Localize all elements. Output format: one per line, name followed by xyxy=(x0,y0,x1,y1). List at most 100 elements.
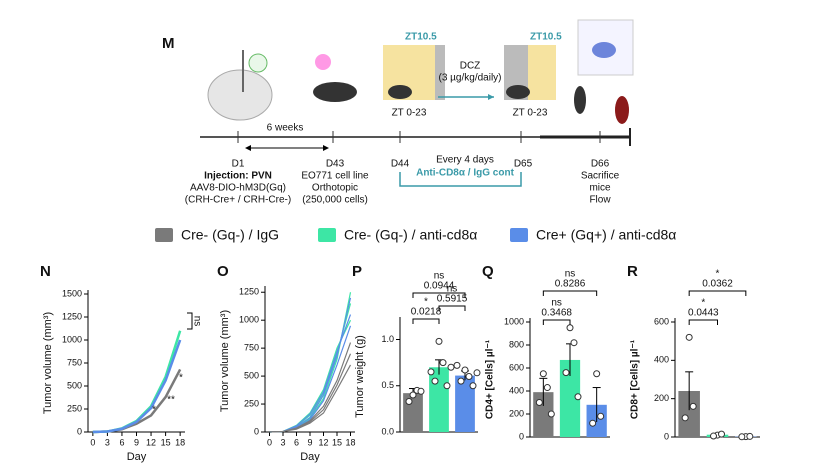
p-value: 0.0218 xyxy=(411,307,442,318)
y-tick-label: 1250 xyxy=(62,311,82,321)
y-tick-label: 1500 xyxy=(62,288,82,298)
x-tick-label: 0 xyxy=(267,437,272,447)
y-tick-label: 0 xyxy=(664,431,669,441)
data-point xyxy=(689,402,697,410)
y-tick-label: 1000 xyxy=(62,334,82,344)
significance: ns xyxy=(434,271,445,282)
y-axis-label: Tumor weight (g) xyxy=(354,335,366,418)
mouse-icon xyxy=(313,82,357,102)
data-point xyxy=(457,377,465,385)
legend-swatch xyxy=(318,228,336,242)
data-point xyxy=(710,432,717,440)
data-point xyxy=(461,366,469,374)
data-point xyxy=(681,414,689,422)
x-axis-label: Day xyxy=(300,451,320,463)
y-tick-label: 0 xyxy=(519,431,524,441)
y-tick-label: 400 xyxy=(654,355,669,365)
x-tick-label: 15 xyxy=(332,437,342,447)
significance: * xyxy=(716,269,720,280)
zt-label: ZT10.5 xyxy=(530,32,562,43)
y-tick-label: 200 xyxy=(509,408,524,418)
data-point xyxy=(738,433,746,441)
comparison-bracket xyxy=(412,318,440,324)
y-axis-label: Tumor volume (mm³) xyxy=(219,310,231,412)
x-tick-label: 3 xyxy=(280,437,285,447)
y-tick-label: 750 xyxy=(67,357,82,367)
data-point xyxy=(566,324,574,332)
annotation: ** xyxy=(167,395,175,406)
data-point xyxy=(685,333,693,341)
y-tick-label: 0.0 xyxy=(381,426,394,436)
x-tick-label: 18 xyxy=(175,437,185,447)
y-axis-label: Tumor volume (mm³) xyxy=(42,312,54,414)
data-point xyxy=(427,368,435,376)
cells-icon xyxy=(315,54,331,70)
panel-label: R xyxy=(627,263,638,280)
legend-label: Cre- (Gq-) / anti-cd8α xyxy=(344,227,477,243)
arrowhead xyxy=(488,94,494,100)
significance: ns xyxy=(551,298,562,309)
y-tick-label: 600 xyxy=(509,362,524,372)
x-tick-label: 6 xyxy=(294,437,299,447)
day-label: D43 xyxy=(326,159,345,170)
x-tick-label: 6 xyxy=(119,437,124,447)
data-point xyxy=(589,419,597,427)
legend-swatch xyxy=(510,228,528,242)
y-tick-label: 200 xyxy=(654,393,669,403)
series-line xyxy=(269,314,352,433)
y-tick-label: 1250 xyxy=(239,287,259,297)
p-value: 0.5915 xyxy=(437,294,468,305)
step-text: AAV8-DIO-hM3D(Gq) xyxy=(190,183,286,194)
series-line xyxy=(269,325,352,433)
data-point xyxy=(535,399,543,406)
p-value: 0.0362 xyxy=(702,279,733,290)
dark-box xyxy=(435,45,445,100)
y-tick-label: 1000 xyxy=(239,315,259,325)
x-tick-label: 12 xyxy=(146,437,156,447)
day-label: D1 xyxy=(232,159,245,170)
mouse-icon xyxy=(574,86,586,114)
data-point xyxy=(746,432,754,440)
x-tick-label: 0 xyxy=(90,437,95,447)
legend-swatch xyxy=(155,228,173,242)
data-point xyxy=(570,339,578,347)
panel-label: M xyxy=(162,35,175,52)
legend-label: Cre+ (Gq+) / anti-cd8α xyxy=(536,227,676,243)
mouse-icon xyxy=(506,85,530,99)
step-text: Flow xyxy=(589,195,611,206)
significance: * xyxy=(424,297,428,308)
day-label: D65 xyxy=(514,159,533,170)
bracket xyxy=(399,172,522,187)
p-value: 0.0443 xyxy=(688,308,719,319)
data-point xyxy=(593,370,601,378)
data-point xyxy=(453,361,461,369)
data-point xyxy=(562,369,570,377)
zt-range: ZT 0-23 xyxy=(513,108,548,119)
panel-label: N xyxy=(40,263,51,280)
significance: * xyxy=(701,298,705,309)
flow-blob xyxy=(592,42,616,58)
data-point xyxy=(597,412,605,420)
y-tick-label: 1.0 xyxy=(381,334,394,344)
panel-label: P xyxy=(352,263,362,280)
x-tick-label: 12 xyxy=(318,437,328,447)
data-point xyxy=(435,337,443,345)
dcz-dose: (3 µg/kg/daily) xyxy=(438,73,501,84)
day-label: D44 xyxy=(391,159,410,170)
virus-icon xyxy=(248,53,268,73)
dcz-label: DCZ xyxy=(460,61,481,72)
data-point xyxy=(443,382,451,390)
series-line xyxy=(269,342,352,433)
step-text: (250,000 cells) xyxy=(302,195,368,206)
y-tick-label: 800 xyxy=(509,339,524,349)
step-text: (CRH-Cre+ / CRH-Cre-) xyxy=(185,195,291,206)
brain-icon xyxy=(207,69,273,121)
series-line xyxy=(92,330,182,434)
y-tick-label: 0.5 xyxy=(381,380,394,390)
x-axis-label: Day xyxy=(127,451,147,463)
legend-label: Cre- (Gq-) / IgG xyxy=(181,227,279,243)
data-point xyxy=(439,359,447,367)
data-point xyxy=(405,397,413,405)
data-point xyxy=(574,393,582,401)
